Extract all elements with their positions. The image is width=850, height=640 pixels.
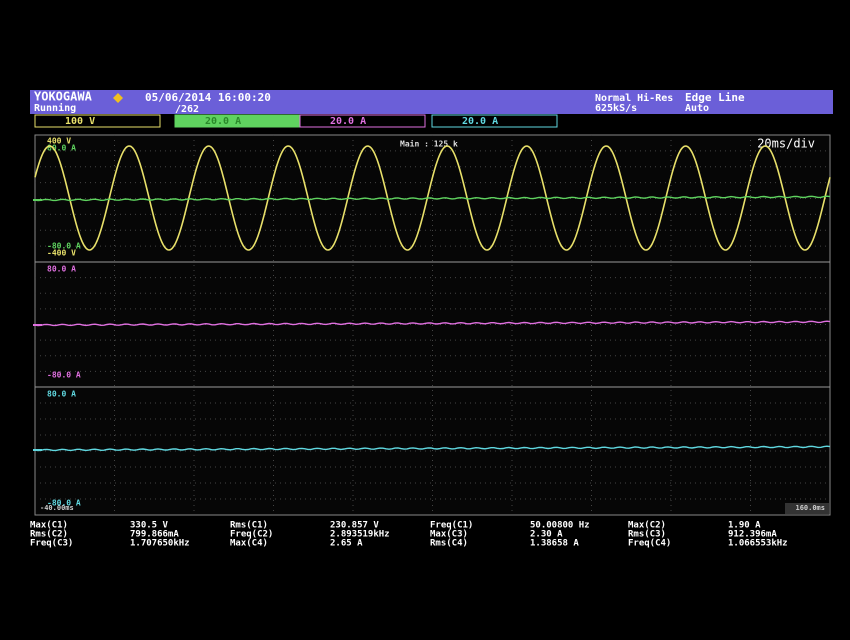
- measure-value: 1.066553kHz: [728, 539, 788, 549]
- channel-label: 100 V: [65, 116, 95, 127]
- measure-name: Freq(C3): [30, 539, 73, 549]
- scale-label: -80.0 A: [47, 499, 81, 508]
- oscilloscope-screen: YOKOGAWA 05/06/2014 16:00:20 Running /26…: [0, 0, 850, 640]
- measure-value: 1.38658 A: [530, 539, 579, 549]
- measure-name: Max(C4): [230, 539, 268, 549]
- scale-label: -400 V: [47, 249, 76, 258]
- scale-label: 80.0 A: [47, 265, 76, 274]
- channel-label: 20.0 A: [205, 116, 241, 127]
- scale-label: 80.0 A: [47, 390, 76, 399]
- channel-box: [35, 115, 160, 127]
- measure-name: Freq(C4): [628, 539, 671, 549]
- measure-value: 2.65 A: [330, 539, 363, 549]
- scale-label: 80.0 A: [47, 144, 76, 153]
- measure-name: Rms(C4): [430, 539, 468, 549]
- status: Running: [34, 102, 76, 114]
- channel-label: 20.0 A: [330, 116, 366, 127]
- timebase: 20ms/div: [757, 137, 815, 151]
- brand: YOKOGAWA: [34, 90, 93, 104]
- channel-label: 20.0 A: [462, 116, 498, 127]
- record: /262: [175, 104, 199, 115]
- scale-label: -80.0 A: [47, 371, 81, 380]
- sample-rate: 625kS/s: [595, 103, 637, 114]
- datetime: 05/06/2014 16:00:20: [145, 91, 271, 104]
- time-end: 160.0ms: [795, 504, 825, 512]
- trigger-mode: Auto: [685, 103, 709, 114]
- measure-value: 1.707650kHz: [130, 539, 190, 549]
